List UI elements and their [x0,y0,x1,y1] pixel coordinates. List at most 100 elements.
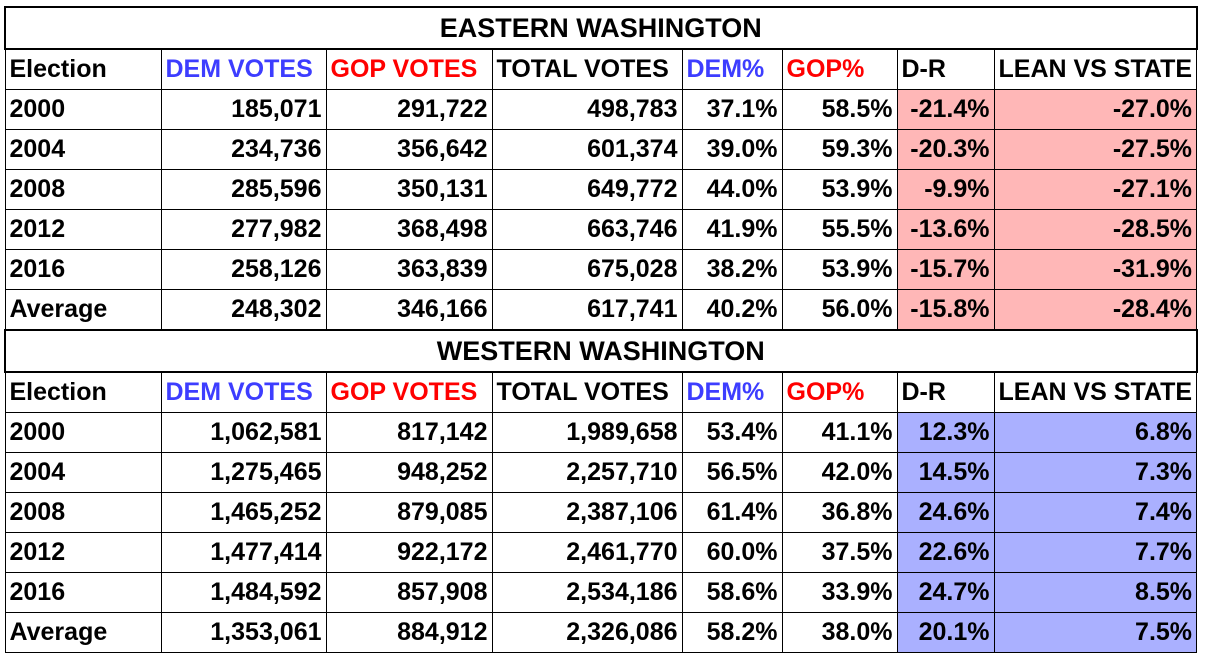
table-row: 2016 1,484,592 857,908 2,534,186 58.6% 33.9% 2… [4,572,1198,613]
cell-lean: -27.1% [993,169,1198,210]
cell-election: 2000 [4,412,162,453]
cell-total: 1,989,658 [491,412,683,453]
cell-dem: 248,302 [160,289,327,331]
cell-dr: -21.4% [896,89,995,130]
cell-election: 2004 [4,452,162,493]
cell-total: 601,374 [491,129,683,170]
cell-total: 675,028 [491,249,683,290]
cell-gop-pct: 53.9% [781,249,898,290]
table-row: 2012 277,982 368,498 663,746 41.9% 55.5% -13.6… [4,209,1198,250]
cell-dem-pct: 39.0% [681,129,783,170]
cell-gop-pct: 59.3% [781,129,898,170]
column-header-lean: LEAN VS STATE [993,371,1198,413]
table-row: 2000 1,062,581 817,142 1,989,658 53.4% 41.1% 1… [4,412,1198,453]
cell-election: 2012 [4,532,162,573]
column-header-election: Election [4,48,162,90]
cell-dr: 20.1% [896,612,995,653]
table-row: Average 1,353,061 884,912 2,326,086 58.2% 38.… [4,612,1198,653]
cell-gop: 350,131 [325,169,493,210]
cell-dem-pct: 40.2% [681,289,783,331]
column-header-d-r: D-R [896,371,995,413]
column-header-d-r: D-R [896,48,995,90]
column-header-election: Election [4,371,162,413]
cell-dem: 1,477,414 [160,532,327,573]
table-row: 2004 1,275,465 948,252 2,257,710 56.5% 42.0% 1… [4,452,1198,493]
column-header-lean: LEAN VS STATE [993,48,1198,90]
cell-gop-pct: 42.0% [781,452,898,493]
cell-gop: 884,912 [325,612,493,653]
cell-gop-pct: 36.8% [781,492,898,533]
section-title: WESTERN WASHINGTON [4,329,1198,373]
cell-dem: 234,736 [160,129,327,170]
cell-lean: 8.5% [993,572,1198,613]
column-header-dem-votes: DEM VOTES [160,48,327,90]
cell-dem: 185,071 [160,89,327,130]
cell-dem: 277,982 [160,209,327,250]
cell-gop-pct: 58.5% [781,89,898,130]
cell-gop: 363,839 [325,249,493,290]
table-body: EASTERN WASHINGTON Election DEM VOTES GOP V… [4,6,1198,653]
cell-dem-pct: 61.4% [681,492,783,533]
election-results-table: EASTERN WASHINGTON Election DEM VOTES GOP V… [4,6,1198,653]
cell-dr: -15.7% [896,249,995,290]
cell-total: 2,461,770 [491,532,683,573]
column-header-dem-votes: DEM VOTES [160,371,327,413]
column-header-total-votes: TOTAL VOTES [491,48,683,90]
cell-total: 649,772 [491,169,683,210]
cell-dem-pct: 38.2% [681,249,783,290]
table-row: 2008 1,465,252 879,085 2,387,106 61.4% 36.8% 2… [4,492,1198,533]
cell-gop: 356,642 [325,129,493,170]
cell-dem: 1,465,252 [160,492,327,533]
cell-lean: -28.4% [993,289,1198,331]
table-row: 2008 285,596 350,131 649,772 44.0% 53.9% -9.9%… [4,169,1198,210]
cell-gop: 817,142 [325,412,493,453]
cell-lean: -28.5% [993,209,1198,250]
table-row: 2012 1,477,414 922,172 2,461,770 60.0% 37.5% 2… [4,532,1198,573]
column-header-gop-pct: GOP% [781,371,898,413]
cell-dem-pct: 44.0% [681,169,783,210]
cell-total: 2,387,106 [491,492,683,533]
cell-total: 663,746 [491,209,683,250]
cell-total: 2,534,186 [491,572,683,613]
cell-dem: 258,126 [160,249,327,290]
cell-total: 2,257,710 [491,452,683,493]
cell-total: 498,783 [491,89,683,130]
cell-dem-pct: 41.9% [681,209,783,250]
cell-gop-pct: 38.0% [781,612,898,653]
cell-gop: 948,252 [325,452,493,493]
cell-gop: 857,908 [325,572,493,613]
cell-dem: 1,484,592 [160,572,327,613]
table-row: 2000 185,071 291,722 498,783 37.1% 58.5% -21.4… [4,89,1198,130]
section-title: EASTERN WASHINGTON [4,6,1198,50]
cell-dem: 1,275,465 [160,452,327,493]
table-row: 2016 258,126 363,839 675,028 38.2% 53.9% -15.7… [4,249,1198,290]
section-title-row: WESTERN WASHINGTON [4,329,1198,373]
cell-dr: 24.6% [896,492,995,533]
cell-dem-pct: 37.1% [681,89,783,130]
column-header-dem-pct: DEM% [681,48,783,90]
column-header-dem-pct: DEM% [681,371,783,413]
cell-lean: -27.0% [993,89,1198,130]
cell-election: Average [4,289,162,331]
cell-lean: 7.4% [993,492,1198,533]
cell-lean: 6.8% [993,412,1198,453]
cell-election: 2008 [4,492,162,533]
cell-gop-pct: 55.5% [781,209,898,250]
cell-dr: -9.9% [896,169,995,210]
column-header-total-votes: TOTAL VOTES [491,371,683,413]
cell-gop-pct: 56.0% [781,289,898,331]
cell-lean: 7.5% [993,612,1198,653]
cell-lean: 7.7% [993,532,1198,573]
cell-gop: 922,172 [325,532,493,573]
cell-dr: 14.5% [896,452,995,493]
cell-lean: -27.5% [993,129,1198,170]
cell-election: 2016 [4,249,162,290]
column-header-gop-votes: GOP VOTES [325,371,493,413]
cell-dem-pct: 56.5% [681,452,783,493]
cell-dem-pct: 58.2% [681,612,783,653]
cell-dem-pct: 53.4% [681,412,783,453]
table-row: Average 248,302 346,166 617,741 40.2% 56.0% -1… [4,289,1198,331]
column-header-gop-votes: GOP VOTES [325,48,493,90]
cell-gop-pct: 53.9% [781,169,898,210]
cell-lean: -31.9% [993,249,1198,290]
